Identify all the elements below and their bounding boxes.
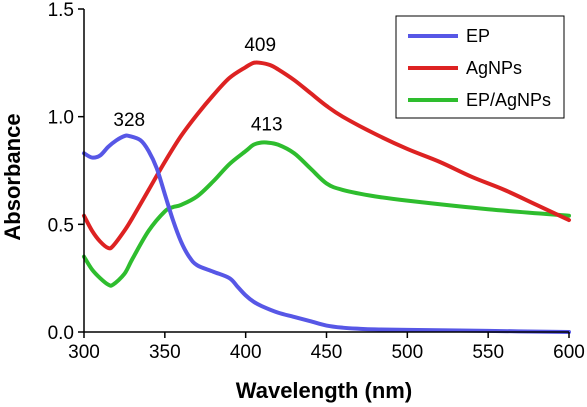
series-line-agnps [82,60,571,251]
x-tick-label: 500 [391,342,423,363]
x-tick-label: 400 [230,342,262,363]
legend-label-agnps: AgNPs [466,58,522,78]
x-axis-title: Wavelength (nm) [236,378,412,403]
y-tick-label: 0.0 [48,323,74,344]
y-tick-label: 0.5 [48,215,74,236]
y-tick-label: 1.5 [48,0,74,21]
peak-label: 328 [113,110,145,131]
peak-label: 409 [244,35,276,56]
y-tick-label: 1.0 [48,108,74,129]
peak-annotations: 328 409 413 [113,35,282,136]
series-lines [82,60,571,334]
x-tick-label: 550 [472,342,504,363]
legend-label-ep: EP [466,26,490,46]
series-line-ep [82,133,571,334]
x-tick-label: 600 [553,342,585,363]
legend-label-ep-agnps: EP/AgNPs [466,90,551,110]
x-tick-label: 350 [149,342,181,363]
y-axis-title: Absorbance [0,113,25,240]
x-tick-label: 450 [311,342,343,363]
x-tick-label: 300 [68,342,100,363]
axes: 300 350 400 450 500 550 600 0.0 0.5 1.0 1.5 [48,0,585,363]
legend: EP AgNPs EP/AgNPs [395,15,565,119]
series-line-ep-agnps [82,140,571,288]
peak-label: 413 [251,115,283,136]
